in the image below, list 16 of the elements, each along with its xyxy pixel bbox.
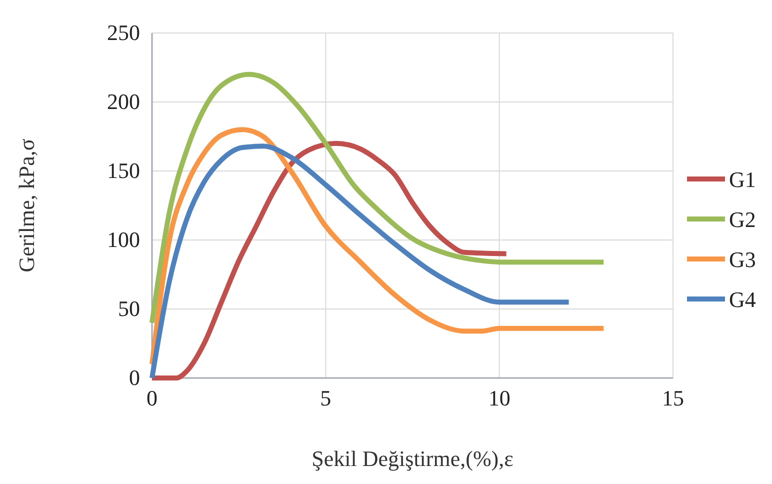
y-axis-title: Gerilme, kPa,σ xyxy=(14,138,39,272)
y-tick-label: 50 xyxy=(118,296,140,322)
y-tick-label: 0 xyxy=(129,365,140,390)
x-axis-title: Şekil Değiştirme,(%),ε xyxy=(312,446,514,471)
x-tick-label: 5 xyxy=(320,386,332,411)
y-tick-label: 200 xyxy=(107,89,140,114)
x-tick-label: 10 xyxy=(488,386,510,411)
legend-label: G1 xyxy=(729,167,756,192)
y-tick-label: 250 xyxy=(107,20,140,46)
legend-label: G3 xyxy=(729,247,756,272)
y-tick-label: 100 xyxy=(107,227,140,252)
x-tick-label: 0 xyxy=(146,386,158,411)
legend-label: G2 xyxy=(729,207,756,232)
legend-label: G4 xyxy=(729,287,756,312)
x-tick-label: 15 xyxy=(662,386,684,411)
y-tick-label: 150 xyxy=(107,158,140,184)
